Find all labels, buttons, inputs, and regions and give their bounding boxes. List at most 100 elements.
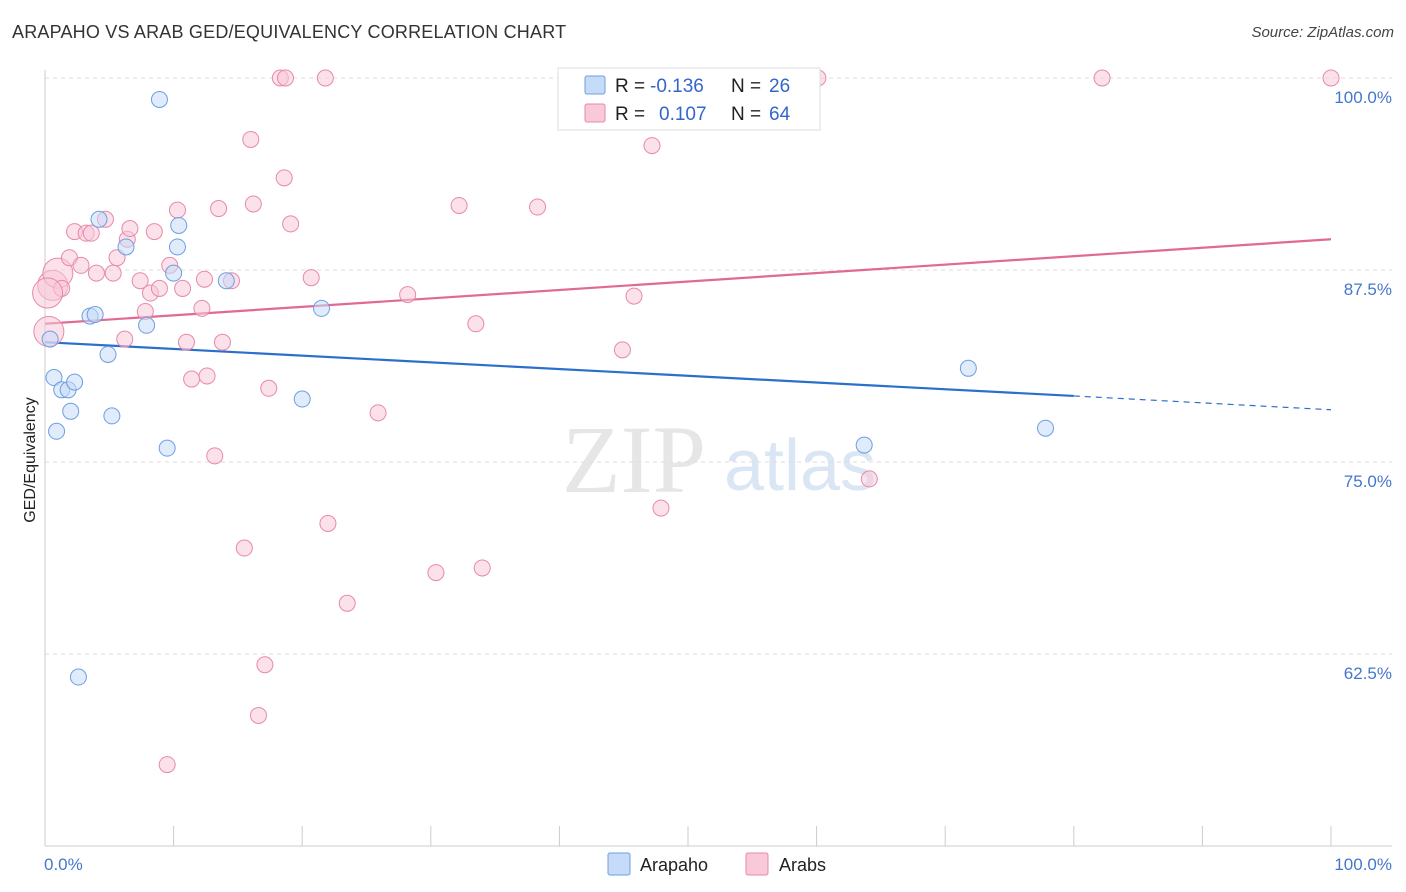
data-point-arabs	[213, 333, 231, 351]
y-tick-label: 87.5%	[1344, 280, 1392, 299]
data-point-arabs	[32, 277, 64, 309]
chart-title: ARAPAHO VS ARAB GED/EQUIVALENCY CORRELAT…	[12, 22, 567, 42]
legend-swatch-arabs	[584, 103, 606, 123]
data-point-arapaho	[138, 316, 156, 334]
legend-swatch-arapaho	[607, 852, 631, 876]
data-point-arapaho	[99, 345, 117, 363]
watermark-atlas: atlas	[724, 426, 876, 506]
data-point-arabs	[450, 196, 468, 214]
x-tick-label-left: 0.0%	[44, 855, 83, 874]
legend-r-value: -0.136	[650, 76, 704, 97]
trend-lines	[44, 238, 1332, 411]
series-legend: Arapaho Arabs	[607, 852, 826, 876]
data-point-arapaho	[117, 238, 135, 256]
data-point-arabs	[319, 514, 337, 532]
data-point-arabs	[244, 195, 262, 213]
data-point-arabs	[467, 315, 485, 333]
data-point-arapaho	[217, 272, 235, 290]
data-point-arapaho	[168, 238, 186, 256]
data-point-arabs	[150, 279, 168, 297]
data-point-arapaho	[41, 330, 59, 348]
data-point-arabs	[529, 198, 547, 216]
data-point-arabs	[1093, 69, 1111, 87]
legend-n-value: 64	[769, 104, 791, 125]
legend-swatch-arapaho	[584, 75, 606, 95]
data-point-arabs	[168, 201, 186, 219]
legend-swatch-arabs	[745, 852, 769, 876]
data-point-arapaho	[312, 299, 330, 317]
axes	[44, 70, 1392, 847]
legend-n-label: N =	[731, 104, 761, 125]
trend-line-extension	[1073, 395, 1332, 411]
data-point-arabs	[473, 559, 491, 577]
data-point-arapaho	[45, 369, 63, 387]
data-point-arapaho	[165, 264, 183, 282]
data-point-arabs	[256, 656, 274, 674]
data-point-arabs	[104, 264, 122, 282]
data-point-arabs	[195, 270, 213, 288]
watermark: ZIP atlas	[562, 406, 876, 513]
data-point-arabs	[121, 220, 139, 238]
data-point-arabs	[242, 130, 260, 148]
source-credit: Source: ZipAtlas.com	[1251, 24, 1394, 41]
data-point-arapaho	[959, 359, 977, 377]
data-point-arapaho	[150, 91, 168, 109]
data-point-arabs	[276, 69, 294, 87]
data-points	[32, 69, 1340, 774]
data-point-arabs	[145, 223, 163, 241]
legend-n-value: 26	[769, 76, 790, 97]
data-point-arabs	[427, 564, 445, 582]
y-axis-title: GED/Equivalency	[22, 397, 39, 522]
data-point-arapaho	[90, 210, 108, 228]
data-point-arabs	[193, 299, 211, 317]
data-point-arabs	[338, 594, 356, 612]
gridlines	[45, 77, 1392, 655]
x-tick-label-right: 100.0%	[1334, 855, 1392, 874]
data-point-arabs	[72, 256, 90, 274]
data-point-arabs	[282, 215, 300, 233]
data-point-arabs	[316, 69, 334, 87]
data-point-arapaho	[62, 402, 80, 420]
data-point-arabs	[613, 341, 631, 359]
data-point-arabs	[210, 200, 228, 218]
data-point-arapaho	[66, 373, 84, 391]
watermark-zip: ZIP	[562, 406, 706, 513]
data-point-arapaho	[1037, 419, 1055, 437]
data-point-arabs	[302, 269, 320, 287]
data-point-arabs	[275, 169, 293, 187]
data-point-arapaho	[69, 668, 87, 686]
legend-label-arapaho: Arapaho	[640, 855, 708, 875]
data-point-arabs	[249, 706, 267, 724]
data-point-arabs	[643, 137, 661, 155]
trend-line-arapaho	[44, 341, 1074, 398]
data-point-arabs	[206, 447, 224, 465]
data-point-arabs	[625, 287, 643, 305]
legend-r-label: R =	[615, 76, 645, 97]
y-tick-label: 62.5%	[1344, 664, 1392, 683]
data-point-arapaho	[855, 436, 873, 454]
data-point-arabs	[260, 379, 278, 397]
data-point-arabs	[131, 272, 149, 290]
data-point-arabs	[82, 224, 100, 242]
data-point-arabs	[369, 404, 387, 422]
legend-label-arabs: Arabs	[779, 855, 826, 875]
data-point-arapaho	[158, 439, 176, 457]
legend-r-value: 0.107	[659, 104, 707, 125]
data-point-arabs	[1322, 69, 1340, 87]
trend-line-arabs	[44, 238, 1332, 325]
data-point-arabs	[198, 367, 216, 385]
data-point-arabs	[652, 499, 670, 517]
data-point-arabs	[174, 279, 192, 297]
data-point-arabs	[116, 330, 134, 348]
data-point-arapaho	[86, 306, 104, 324]
legend-n-label: N =	[731, 76, 761, 97]
legend-r-label: R =	[615, 104, 645, 125]
data-point-arapaho	[293, 390, 311, 408]
data-point-arapaho	[103, 407, 121, 425]
data-point-arabs	[177, 333, 195, 351]
data-point-arabs	[183, 370, 201, 388]
data-point-arapaho	[48, 422, 66, 440]
data-point-arabs	[860, 470, 878, 488]
y-tick-label: 75.0%	[1344, 472, 1392, 491]
